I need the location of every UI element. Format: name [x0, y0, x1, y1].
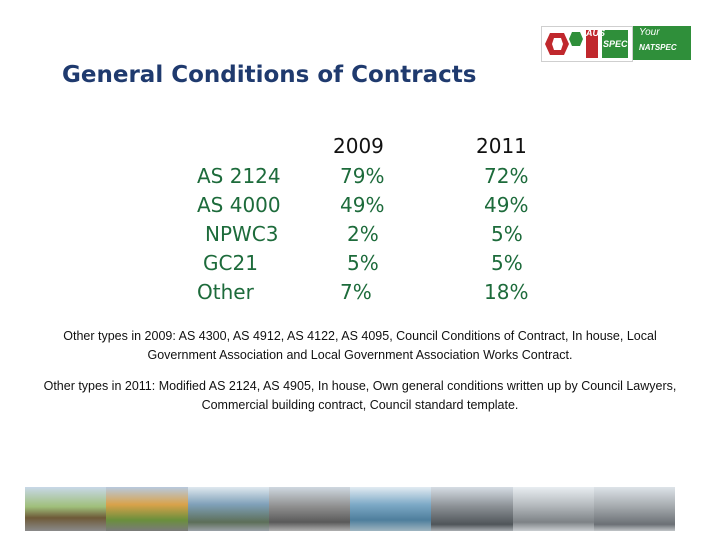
value-2011-as2124: 72% — [484, 164, 529, 188]
footer-photo-strip — [25, 487, 675, 531]
photo-city-buildings — [268, 487, 350, 531]
logo-text-your: Your — [639, 27, 660, 38]
photo-street — [512, 487, 594, 531]
ausspec-logo: AUS SPEC — [541, 26, 633, 62]
value-2009-as2124: 79% — [340, 164, 385, 188]
value-2009-npwc3: 2% — [347, 222, 379, 246]
column-header-2009: 2009 — [333, 134, 384, 158]
logo-group: AUS SPEC Your NATSPEC — [541, 26, 691, 62]
logo-text-spec: SPEC — [603, 39, 628, 49]
row-label-other: Other — [197, 280, 254, 304]
logo-text-natspec: NATSPEC — [639, 43, 677, 52]
photo-park — [187, 487, 269, 531]
note-2009-other-types: Other types in 2009: AS 4300, AS 4912, A… — [63, 329, 657, 362]
photo-autumn-trees — [106, 487, 188, 531]
value-2011-npwc3: 5% — [491, 222, 523, 246]
value-2009-gc21: 5% — [347, 251, 379, 275]
photo-highway — [431, 487, 513, 531]
note-2011-other-types: Other types in 2011: Modified AS 2124, A… — [43, 379, 677, 412]
photo-rural-road — [25, 487, 107, 531]
value-2011-as4000: 49% — [484, 193, 529, 217]
ausspec-emblem-icon — [545, 30, 628, 58]
photo-river — [350, 487, 432, 531]
value-2011-other: 18% — [484, 280, 529, 304]
row-label-as4000: AS 4000 — [197, 193, 281, 217]
row-label-gc21: GC21 — [203, 251, 258, 275]
column-header-2011: 2011 — [476, 134, 527, 158]
logo-text-aus: AUS — [586, 28, 606, 38]
row-label-as2124: AS 2124 — [197, 164, 281, 188]
value-2009-other: 7% — [340, 280, 372, 304]
page-title: General Conditions of Contracts — [62, 62, 477, 88]
row-label-npwc3: NPWC3 — [205, 222, 279, 246]
value-2011-gc21: 5% — [491, 251, 523, 275]
value-2009-as4000: 49% — [340, 193, 385, 217]
natspec-logo: Your NATSPEC — [633, 26, 691, 60]
photo-apartments — [593, 487, 675, 531]
